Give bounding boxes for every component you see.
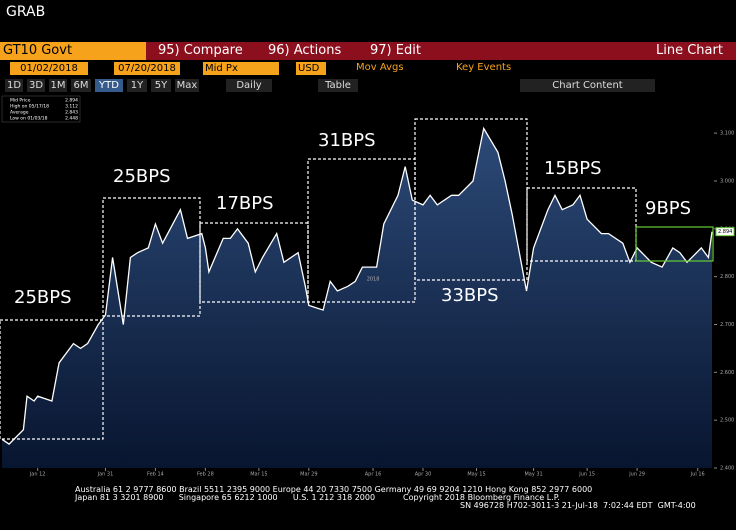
- footer: Australia 61 2 9777 8600 Brazil 5511 239…: [75, 485, 593, 494]
- annotation-box: [526, 187, 637, 262]
- y-tick-label: 2.600: [720, 370, 734, 376]
- app-title: GRAB: [6, 4, 46, 20]
- x-tick-label: Jan 12: [29, 472, 46, 478]
- y-tick-label: 2.700: [720, 322, 734, 328]
- annotation-box: [635, 226, 714, 262]
- key-events[interactable]: Key Events: [456, 62, 512, 73]
- end-date[interactable]: 07/20/2018: [114, 62, 180, 75]
- year-label: 2018: [367, 277, 380, 283]
- start-date[interactable]: 01/02/2018: [10, 62, 88, 75]
- period-button[interactable]: 1D: [5, 79, 23, 92]
- annotation: 25BPS: [14, 287, 72, 308]
- annotation: 17BPS: [216, 193, 274, 214]
- footer: Japan 81 3 3201 8900 Singapore 65 6212 1…: [75, 493, 560, 502]
- last-value-label: 2.894: [718, 229, 732, 235]
- annotation: 9BPS: [645, 198, 691, 219]
- x-tick-label: Mar 29: [300, 472, 317, 478]
- table-button[interactable]: Table: [318, 79, 358, 92]
- footer: SN 496728 H702-3011-3 21-Jul-18 7:02:44 …: [460, 501, 696, 510]
- x-tick-label: Apr 16: [365, 472, 382, 478]
- annotation: 25BPS: [113, 166, 171, 187]
- x-tick-label: Mar 15: [250, 472, 267, 478]
- y-tick-label: 2.400: [720, 466, 734, 472]
- x-tick-label: Feb 28: [197, 472, 214, 478]
- period-button[interactable]: 1M: [49, 79, 67, 92]
- legend-value: 2.448: [65, 116, 78, 122]
- field[interactable]: Mid Px: [203, 62, 279, 75]
- menu-item[interactable]: 97) Edit: [370, 43, 421, 58]
- frequency[interactable]: Daily: [226, 79, 272, 92]
- period-button[interactable]: 3D: [27, 79, 45, 92]
- y-tick-label: 3.000: [720, 178, 734, 184]
- x-tick-label: Feb 14: [147, 472, 164, 478]
- annotation-box: [0, 319, 104, 440]
- currency[interactable]: USD: [296, 62, 326, 75]
- menu-item[interactable]: 95) Compare: [158, 43, 243, 58]
- x-tick-label: Apr 30: [415, 472, 432, 478]
- x-tick-label: Jul 16: [690, 472, 705, 478]
- x-tick-label: May 31: [524, 472, 542, 478]
- legend-label: High on 05/17/18: [10, 104, 49, 110]
- chart: 25BPS 25BPS 17BPS 31BPS 33BPS 15BPS 9BPS…: [0, 95, 735, 478]
- x-tick-label: Jun 29: [628, 472, 645, 478]
- legend-label: Mid Price: [10, 98, 31, 104]
- legend-box: [1, 95, 81, 123]
- legend-value: 2.843: [65, 110, 78, 116]
- legend-value: 3.112: [65, 104, 78, 110]
- security[interactable]: GT10 Govt: [0, 42, 146, 60]
- y-tick-label: 2.500: [720, 418, 734, 424]
- legend-value: 2.894: [65, 98, 78, 104]
- x-tick-label: May 15: [467, 472, 485, 478]
- area: [2, 128, 712, 468]
- chart-kind: Line Chart: [656, 43, 723, 58]
- chart-content[interactable]: Chart Content: [520, 79, 655, 92]
- annotation: 33BPS: [441, 285, 499, 306]
- y-tick-label: 2.800: [720, 274, 734, 280]
- period-button[interactable]: 6M: [71, 79, 91, 92]
- mov-avgs[interactable]: Mov Avgs: [356, 62, 404, 73]
- annotation: 15BPS: [544, 158, 602, 179]
- period-button[interactable]: Max: [175, 79, 199, 92]
- menu-item[interactable]: 96) Actions: [268, 43, 342, 58]
- period-button[interactable]: 5Y: [151, 79, 171, 92]
- last-value-box: [715, 227, 735, 237]
- x-tick-label: Jan 31: [97, 472, 114, 478]
- legend-label: Average: [10, 110, 29, 116]
- annotation: 31BPS: [318, 130, 376, 151]
- x-tick-label: Jun 15: [578, 472, 595, 478]
- period-button[interactable]: YTD: [95, 79, 123, 92]
- y-tick-label: 3.100: [720, 131, 734, 137]
- period-button[interactable]: 1Y: [127, 79, 147, 92]
- line: [1, 126, 713, 445]
- legend-label: Low on 01/03/18: [10, 116, 48, 122]
- menu-bar: [146, 42, 736, 60]
